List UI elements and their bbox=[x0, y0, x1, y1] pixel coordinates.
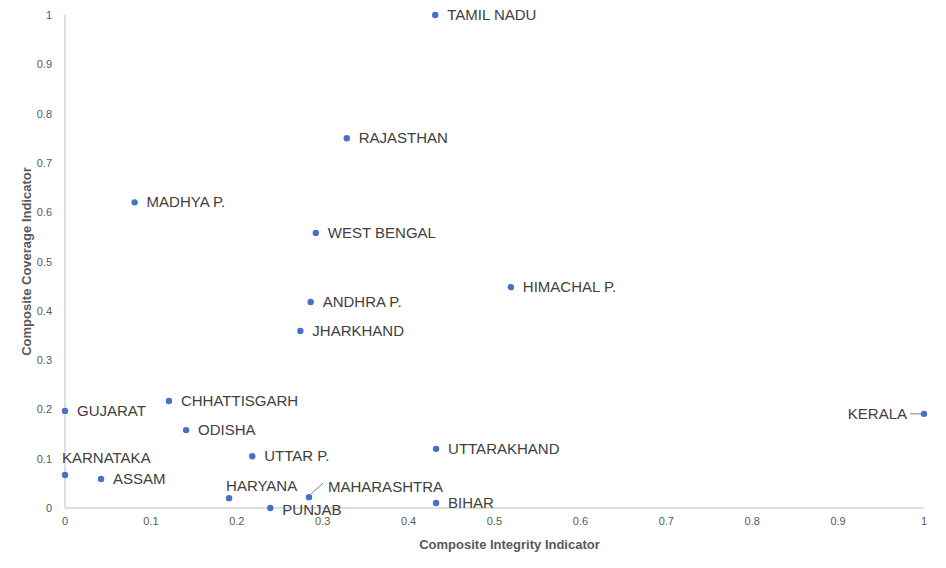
point-label: JHARKHAND bbox=[312, 322, 404, 339]
y-tick-label: 1 bbox=[46, 9, 52, 21]
point bbox=[183, 427, 189, 433]
y-tick-label: 0.1 bbox=[37, 453, 52, 465]
x-tick-label: 0.6 bbox=[573, 515, 588, 527]
point bbox=[313, 230, 319, 236]
point-label: CHHATTISGARH bbox=[181, 392, 298, 409]
x-tick-label: 0.5 bbox=[487, 515, 502, 527]
point-label: MADHYA P. bbox=[147, 193, 226, 210]
y-tick-label: 0.4 bbox=[37, 305, 52, 317]
point-label: RAJASTHAN bbox=[359, 129, 448, 146]
x-tick-label: 1 bbox=[921, 515, 927, 527]
point-label: UTTARAKHAND bbox=[448, 440, 560, 457]
point-label: ASSAM bbox=[113, 470, 166, 487]
point-label: HARYANA bbox=[226, 477, 297, 494]
x-tick-label: 0.7 bbox=[659, 515, 674, 527]
point bbox=[306, 494, 312, 500]
y-tick-label: 0 bbox=[46, 502, 52, 514]
x-axis-title: Composite Integrity Indicator bbox=[419, 537, 600, 552]
y-axis-title: Composite Coverage Indicator bbox=[19, 167, 34, 356]
point bbox=[344, 135, 350, 141]
y-tick-label: 0.9 bbox=[37, 58, 52, 70]
point-label: MAHARASHTRA bbox=[328, 478, 443, 495]
point bbox=[98, 476, 104, 482]
point-label: ANDHRA P. bbox=[323, 293, 402, 310]
point bbox=[307, 299, 313, 305]
y-tick-label: 0.5 bbox=[37, 256, 52, 268]
chart: 00.10.20.30.40.50.60.70.80.9100.10.20.30… bbox=[0, 0, 946, 568]
point bbox=[267, 505, 273, 511]
point-label: ODISHA bbox=[198, 421, 256, 438]
point bbox=[249, 453, 255, 459]
point bbox=[166, 398, 172, 404]
point bbox=[62, 408, 68, 414]
point bbox=[433, 446, 439, 452]
y-tick-label: 0.2 bbox=[37, 403, 52, 415]
x-axis bbox=[65, 508, 924, 509]
points bbox=[62, 12, 927, 511]
point bbox=[921, 411, 927, 417]
point-label: HIMACHAL P. bbox=[523, 278, 616, 295]
y-tick-label: 0.6 bbox=[37, 206, 52, 218]
x-tick-label: 0.9 bbox=[830, 515, 845, 527]
point bbox=[433, 500, 439, 506]
point-label: PUNJAB bbox=[282, 501, 341, 518]
point bbox=[297, 328, 303, 334]
point bbox=[432, 12, 438, 18]
leader-line bbox=[311, 483, 323, 494]
y-tick-label: 0.8 bbox=[37, 108, 52, 120]
x-tick-label: 0.2 bbox=[229, 515, 244, 527]
point-label: KARNATAKA bbox=[62, 449, 151, 466]
x-tick-label: 0 bbox=[62, 515, 68, 527]
point-label: TAMIL NADU bbox=[447, 6, 536, 23]
point bbox=[226, 495, 232, 501]
point-labels: TAMIL NADU RAJASTHAN MADHYA P. WEST BENGAL A… bbox=[62, 6, 921, 518]
x-tick-label: 0.1 bbox=[143, 515, 158, 527]
leader-line bbox=[910, 413, 921, 414]
x-tick-label: 0.4 bbox=[401, 515, 416, 527]
point bbox=[508, 284, 514, 290]
point-label: BIHAR bbox=[448, 494, 494, 511]
point-label: KERALA bbox=[848, 405, 907, 422]
point bbox=[131, 199, 137, 205]
point bbox=[62, 472, 68, 478]
x-tick-label: 0.8 bbox=[745, 515, 760, 527]
point-label: GUJARAT bbox=[77, 402, 146, 419]
y-tick-label: 0.7 bbox=[37, 157, 52, 169]
y-tick-label: 0.3 bbox=[37, 354, 52, 366]
point-label: WEST BENGAL bbox=[328, 224, 436, 241]
point-label: UTTAR P. bbox=[264, 447, 329, 464]
y-axis bbox=[65, 15, 66, 508]
